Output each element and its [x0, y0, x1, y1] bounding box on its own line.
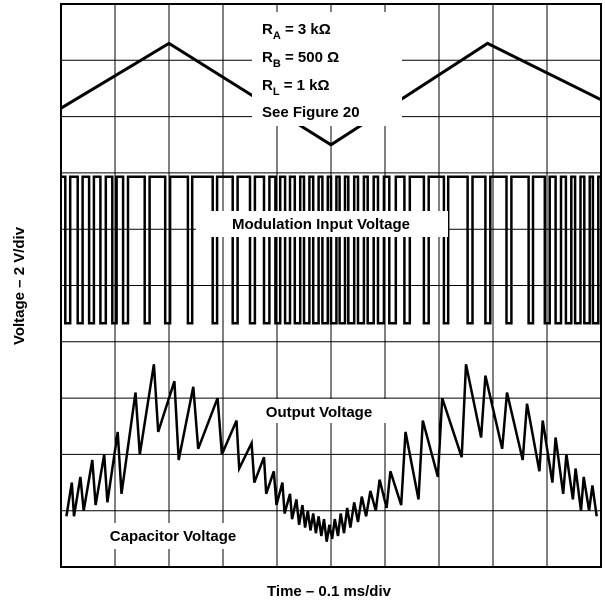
param-figure-ref: See Figure 20: [262, 104, 360, 121]
param-ra: RA = 3 kΩ: [262, 21, 331, 42]
x-axis-label: Time – 0.1 ms/div: [267, 583, 392, 600]
series-line-modulation-input: [60, 41, 602, 147]
param-rl: RL = 1 kΩ: [262, 77, 330, 98]
label-capacitor-voltage: Capacitor Voltage: [110, 528, 236, 545]
y-axis-label: Voltage – 2 V/div: [11, 226, 28, 345]
plot-frame: [60, 3, 602, 568]
label-modulation-input-voltage: Modulation Input Voltage: [232, 216, 410, 233]
series-line-output: [61, 175, 601, 325]
label-output-voltage: Output Voltage: [266, 404, 372, 421]
series-line-capacitor: [65, 364, 598, 542]
parameter-block: RA = 3 kΩ RB = 500 Ω RL = 1 kΩ See Figur…: [252, 12, 402, 126]
param-rb: RB = 500 Ω: [262, 49, 339, 70]
